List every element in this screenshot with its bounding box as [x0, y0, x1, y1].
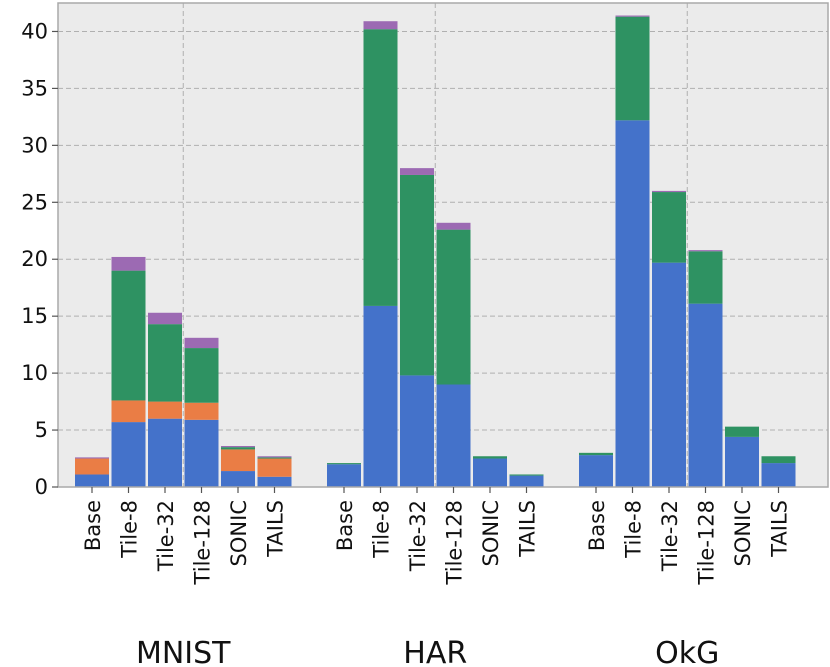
- bar-segment: [725, 426, 759, 437]
- x-tick-label: SONIC: [731, 500, 755, 566]
- bar-segment: [473, 458, 507, 487]
- y-tick-label: 15: [21, 304, 48, 328]
- y-tick-label: 0: [35, 475, 48, 499]
- x-tick-label: SONIC: [479, 500, 503, 566]
- y-tick-label: 40: [21, 19, 48, 43]
- bar-segment: [509, 474, 544, 476]
- bar-segment: [184, 419, 219, 487]
- bar-segment: [363, 305, 398, 487]
- x-tick-label: TAILS: [516, 500, 540, 558]
- x-tick-label: Base: [585, 500, 609, 551]
- y-tick-label: 30: [21, 133, 48, 157]
- bar-segment: [111, 422, 146, 487]
- group-label: MNIST: [136, 636, 231, 667]
- bar-segment: [688, 251, 723, 304]
- bar-segment: [148, 324, 182, 402]
- bar-segment: [688, 303, 723, 487]
- x-tick-label: Tile-8: [118, 500, 142, 559]
- y-tick-label: 5: [35, 418, 48, 442]
- bar-segment: [579, 455, 613, 487]
- bar-segment: [148, 418, 182, 487]
- bar-segment: [327, 464, 361, 487]
- bar-segment: [75, 474, 109, 487]
- bar-segment: [257, 456, 292, 458]
- x-tick-label: TAILS: [264, 500, 288, 558]
- bar-segment: [652, 190, 686, 193]
- bar-segment: [615, 15, 650, 17]
- group-label: HAR: [403, 636, 467, 667]
- bar-segment: [257, 476, 292, 487]
- bar-segment: [221, 471, 255, 487]
- bar-segment: [327, 463, 361, 465]
- bar-segment: [363, 21, 398, 30]
- bar-segment: [184, 337, 219, 349]
- x-tick-label: Tile-8: [370, 500, 394, 559]
- bar-segment: [436, 222, 471, 230]
- bar-segment: [75, 458, 109, 475]
- bar-segment: [579, 452, 613, 456]
- bar-segment: [725, 436, 759, 487]
- y-tick-label: 35: [21, 76, 48, 100]
- x-tick-label: Tile-128: [443, 500, 467, 585]
- group-label: OkG: [655, 636, 719, 667]
- x-tick-label: Tile-32: [406, 500, 430, 572]
- bar-segment: [363, 29, 398, 306]
- bar-segment: [436, 229, 471, 385]
- bar-segment: [184, 402, 219, 420]
- bar-segment: [400, 375, 434, 487]
- bar-segment: [75, 457, 109, 459]
- bar-segment: [761, 456, 796, 464]
- x-tick-label: Tile-32: [154, 500, 178, 572]
- bar-segment: [221, 446, 255, 448]
- y-tick-label: 20: [21, 247, 48, 271]
- bar-segment: [184, 348, 219, 403]
- bar-segment: [221, 449, 255, 472]
- bar-segment: [436, 384, 471, 487]
- bar-segment: [400, 174, 434, 376]
- bar-segment: [652, 262, 686, 487]
- bar-segment: [111, 400, 146, 423]
- x-tick-label: TAILS: [768, 500, 792, 558]
- bar-segment: [688, 250, 723, 252]
- bar-segment: [148, 312, 182, 325]
- y-tick-label: 25: [21, 190, 48, 214]
- x-tick-label: Tile-32: [658, 500, 682, 572]
- bar-segment: [400, 168, 434, 175]
- bar-segment: [652, 192, 686, 263]
- bar-segment: [761, 463, 796, 487]
- bar-segment: [257, 458, 292, 477]
- bar-segment: [473, 456, 507, 459]
- x-tick-label: SONIC: [227, 500, 251, 566]
- bar-segment: [509, 475, 544, 487]
- y-tick-label: 10: [21, 361, 48, 385]
- bar-segment: [615, 120, 650, 487]
- x-tick-label: Tile-128: [695, 500, 719, 585]
- bar-segment: [257, 457, 292, 459]
- bar-segment: [148, 401, 182, 419]
- bar-segment: [615, 16, 650, 121]
- bar-segment: [221, 447, 255, 450]
- plot-frame: [57, 2, 829, 488]
- bar-segment: [111, 256, 146, 271]
- x-tick-label: Base: [333, 500, 357, 551]
- bar-segment: [111, 270, 146, 401]
- x-tick-label: Tile-128: [191, 500, 215, 585]
- x-tick-label: Tile-8: [622, 500, 646, 559]
- x-tick-label: Base: [81, 500, 105, 551]
